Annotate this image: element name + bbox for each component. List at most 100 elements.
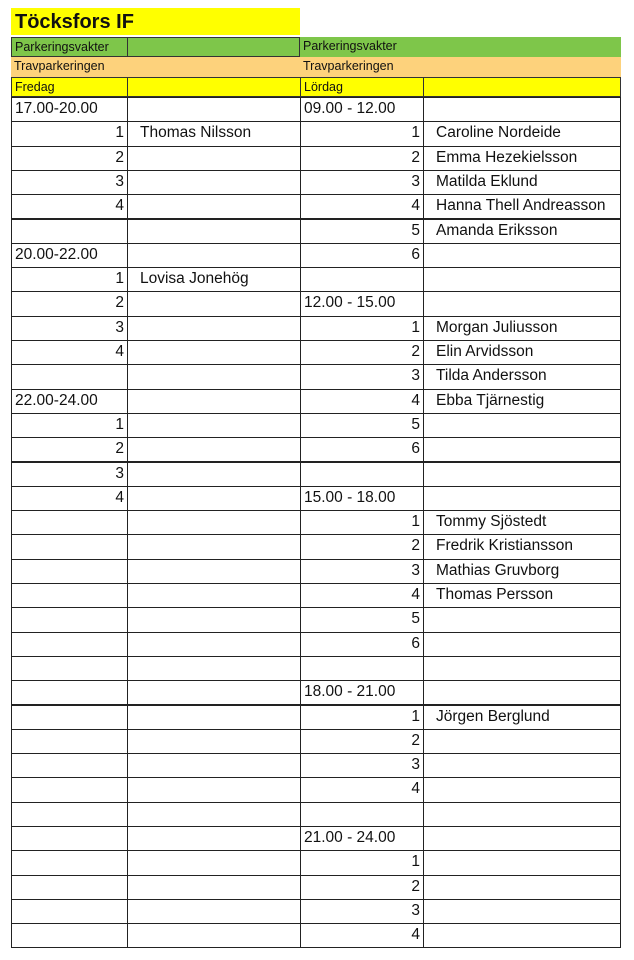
right-slot-number: 6 [300,631,424,657]
left-slot-number [11,728,128,755]
left-volunteer-name [127,850,301,876]
right-volunteer-name: Thomas Persson [423,583,621,609]
right-day-header: Lördag [300,77,424,97]
right-slot-number: 2 [300,728,424,755]
left-group-header: Parkeringsvakter [11,37,128,57]
right-volunteer-name [423,267,621,293]
left-volunteer-name [127,218,301,244]
right-slot-number: 4 [300,583,424,609]
right-slot-number: 4 [300,923,424,949]
right-day-blank-cell [423,77,621,97]
right-volunteer-name [423,631,621,657]
left-slot-number [11,753,128,779]
right-slot-number: 2 [300,340,424,366]
right-slot-number: 6 [300,437,424,463]
right-volunteer-name: Caroline Nordeide [423,121,621,147]
left-time-slot-label: 20.00-22.00 [11,242,128,269]
left-slot-number: 4 [11,340,128,366]
right-slot-number [300,461,424,487]
left-slot-number [11,631,128,657]
left-volunteer-name [127,194,301,220]
right-slot-number [300,801,424,827]
left-volunteer-name [127,898,301,925]
right-slot-number [300,655,424,682]
left-volunteer-name [127,874,301,900]
left-slot-number: 3 [11,461,128,487]
left-slot-number [11,704,128,730]
left-slot-number: 1 [11,121,128,147]
left-slot-number: 1 [11,267,128,293]
left-volunteer-name [127,777,301,803]
right-slot-number: 3 [300,558,424,584]
left-volunteer-name: Thomas Nilsson [127,121,301,147]
right-slot-number: 2 [300,534,424,560]
left-slot-number [11,655,128,682]
right-slot-number: 4 [300,777,424,803]
left-volunteer-name [127,242,301,269]
right-slot-number: 1 [300,315,424,341]
right-slot-number: 4 [300,194,424,220]
right-slot-number: 5 [300,412,424,439]
left-volunteer-name [127,291,301,317]
right-slot-number: 2 [300,874,424,900]
right-volunteer-name [423,680,621,706]
right-slot-number: 1 [300,510,424,536]
right-volunteer-name: Matilda Eklund [423,169,621,196]
left-group-blank-cell [127,37,300,57]
right-time-slot-label: 21.00 - 24.00 [300,826,424,852]
left-volunteer-name [127,753,301,779]
right-time-slot-label: 15.00 - 18.00 [300,485,424,512]
left-volunteer-name: Lovisa Jonehög [127,267,301,293]
right-volunteer-name: Fredrik Kristiansson [423,534,621,560]
right-slot-number: 3 [300,169,424,196]
right-slot-number: 6 [300,242,424,269]
right-slot-number: 2 [300,145,424,171]
left-volunteer-name [127,461,301,487]
left-slot-number [11,801,128,827]
left-slot-number [11,510,128,536]
left-slot-number: 4 [11,194,128,220]
right-volunteer-name: Jörgen Berglund [423,704,621,730]
left-volunteer-name [127,510,301,536]
left-time-slot-label: 17.00-20.00 [11,97,128,123]
left-slot-number [11,364,128,390]
right-volunteer-name: Elin Arvidsson [423,340,621,366]
left-slot-number [11,218,128,244]
left-volunteer-name [127,704,301,730]
left-volunteer-name [127,437,301,463]
left-volunteer-name [127,680,301,706]
left-volunteer-name [127,801,301,827]
left-slot-number: 2 [11,291,128,317]
left-slot-number [11,874,128,900]
right-volunteer-name [423,728,621,755]
right-volunteer-name [423,485,621,512]
right-volunteer-name [423,97,621,123]
right-time-slot-label: 09.00 - 12.00 [300,97,424,123]
right-slot-number: 1 [300,850,424,876]
right-slot-number: 3 [300,753,424,779]
right-volunteer-name: Emma Hezekielsson [423,145,621,171]
right-slot-number: 3 [300,898,424,925]
left-slot-number: 2 [11,437,128,463]
right-volunteer-name: Amanda Eriksson [423,218,621,244]
left-volunteer-name [127,364,301,390]
left-slot-number: 1 [11,412,128,439]
right-slot-number: 5 [300,607,424,633]
right-slot-number: 4 [300,388,424,414]
left-day-blank-cell [127,77,301,97]
left-day-header: Fredag [11,77,128,97]
left-location-header: Travparkeringen [11,57,300,77]
right-volunteer-name: Hanna Thell Andreasson [423,194,621,220]
right-volunteer-name [423,923,621,949]
left-volunteer-name [127,485,301,512]
left-slot-number [11,850,128,876]
right-volunteer-name: Mathias Gruvborg [423,558,621,584]
right-volunteer-name: Tommy Sjöstedt [423,510,621,536]
right-volunteer-name: Ebba Tjärnestig [423,388,621,414]
left-slot-number [11,680,128,706]
left-volunteer-name [127,728,301,755]
left-volunteer-name [127,145,301,171]
left-slot-number: 3 [11,169,128,196]
left-slot-number [11,534,128,560]
left-volunteer-name [127,534,301,560]
